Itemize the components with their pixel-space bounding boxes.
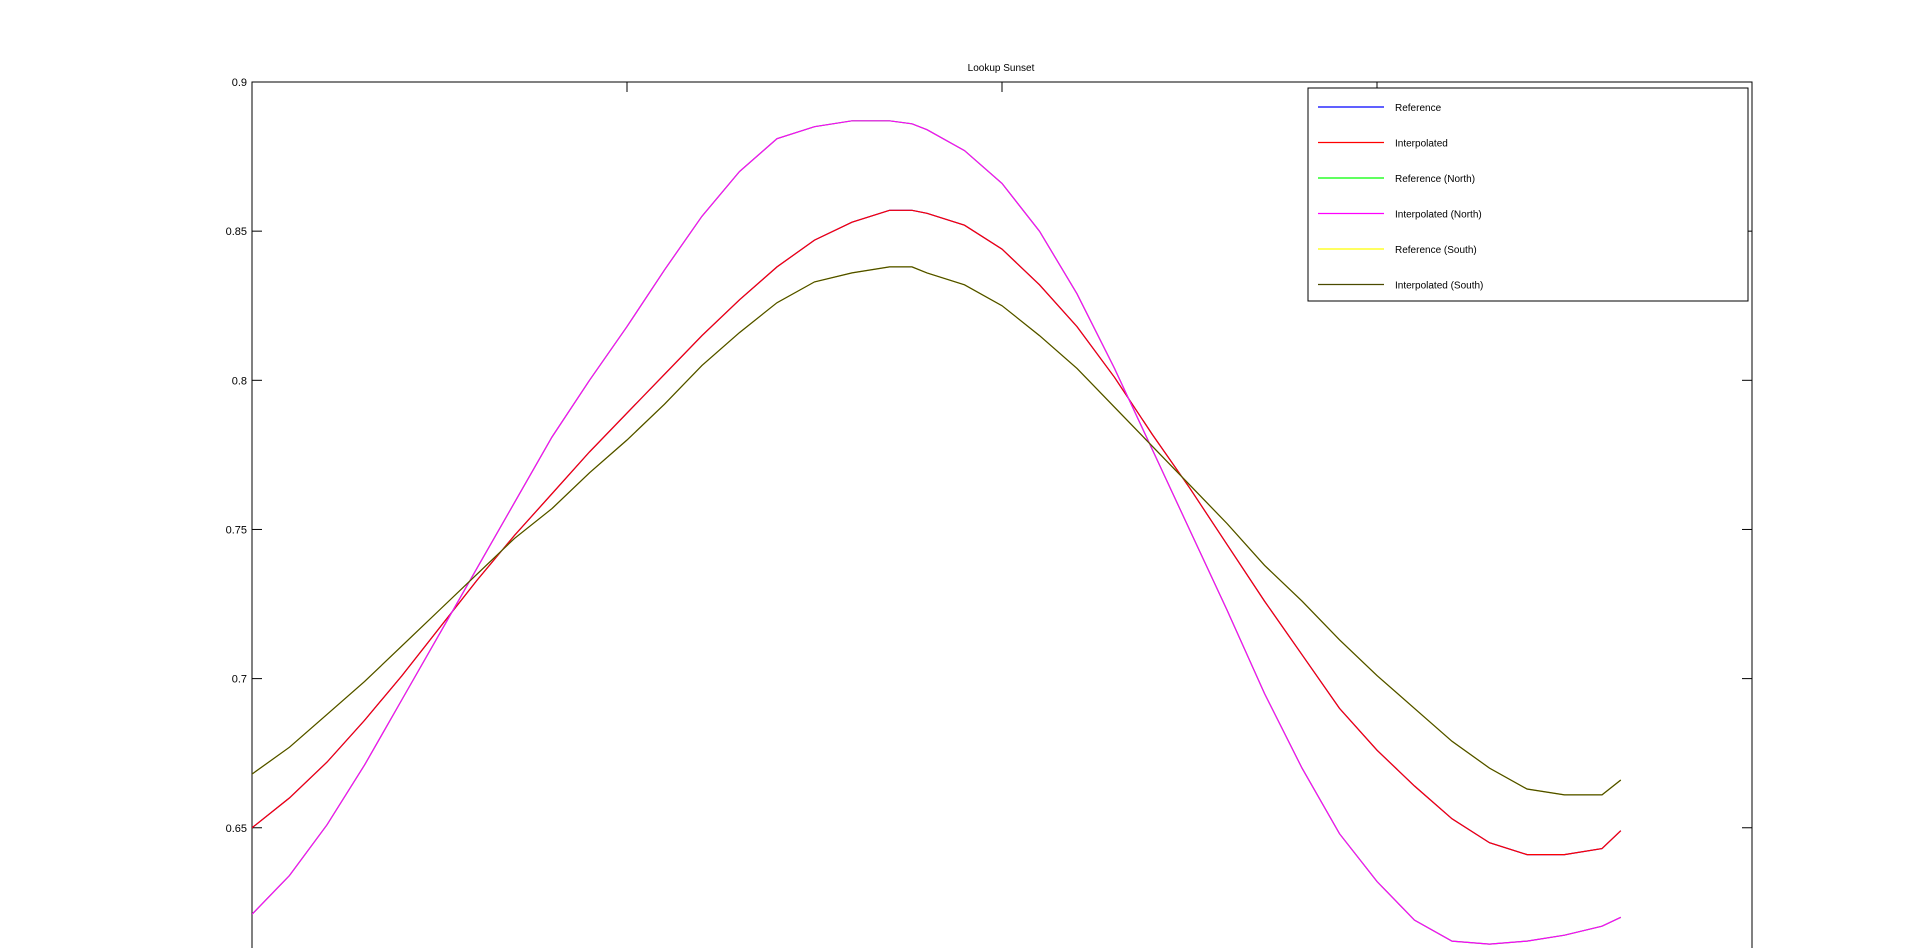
legend-label: Reference (South)	[1395, 245, 1477, 256]
series-line-interpolated-south	[252, 266, 1622, 796]
y-tick-label: 0.65	[226, 823, 247, 835]
plot-lines	[252, 120, 1622, 945]
y-tick-label: 0.8	[232, 375, 247, 387]
chart-title: Lookup Sunset	[968, 63, 1035, 74]
y-tick-label: 0.7	[232, 674, 247, 686]
legend-label: Reference (North)	[1395, 174, 1475, 185]
legend-label: Interpolated	[1395, 139, 1448, 150]
legend-label: Reference	[1395, 103, 1442, 114]
y-tick-label: 0.9	[232, 77, 247, 89]
series-line-interpolated-north	[252, 120, 1622, 945]
legend-box	[1307, 87, 1749, 302]
axes: 0.65 0.7 0.75 0.8 0.85 0.9	[226, 77, 1753, 835]
y-tick-label: 0.75	[226, 524, 247, 536]
y-tick-label: 0.85	[226, 226, 247, 238]
series-line-interpolated	[252, 209, 1622, 856]
legend-label: Interpolated (North)	[1395, 210, 1482, 221]
legend[interactable]: Reference Interpolated Reference (North) In…	[1307, 87, 1749, 302]
legend-label: Interpolated (South)	[1395, 281, 1483, 292]
